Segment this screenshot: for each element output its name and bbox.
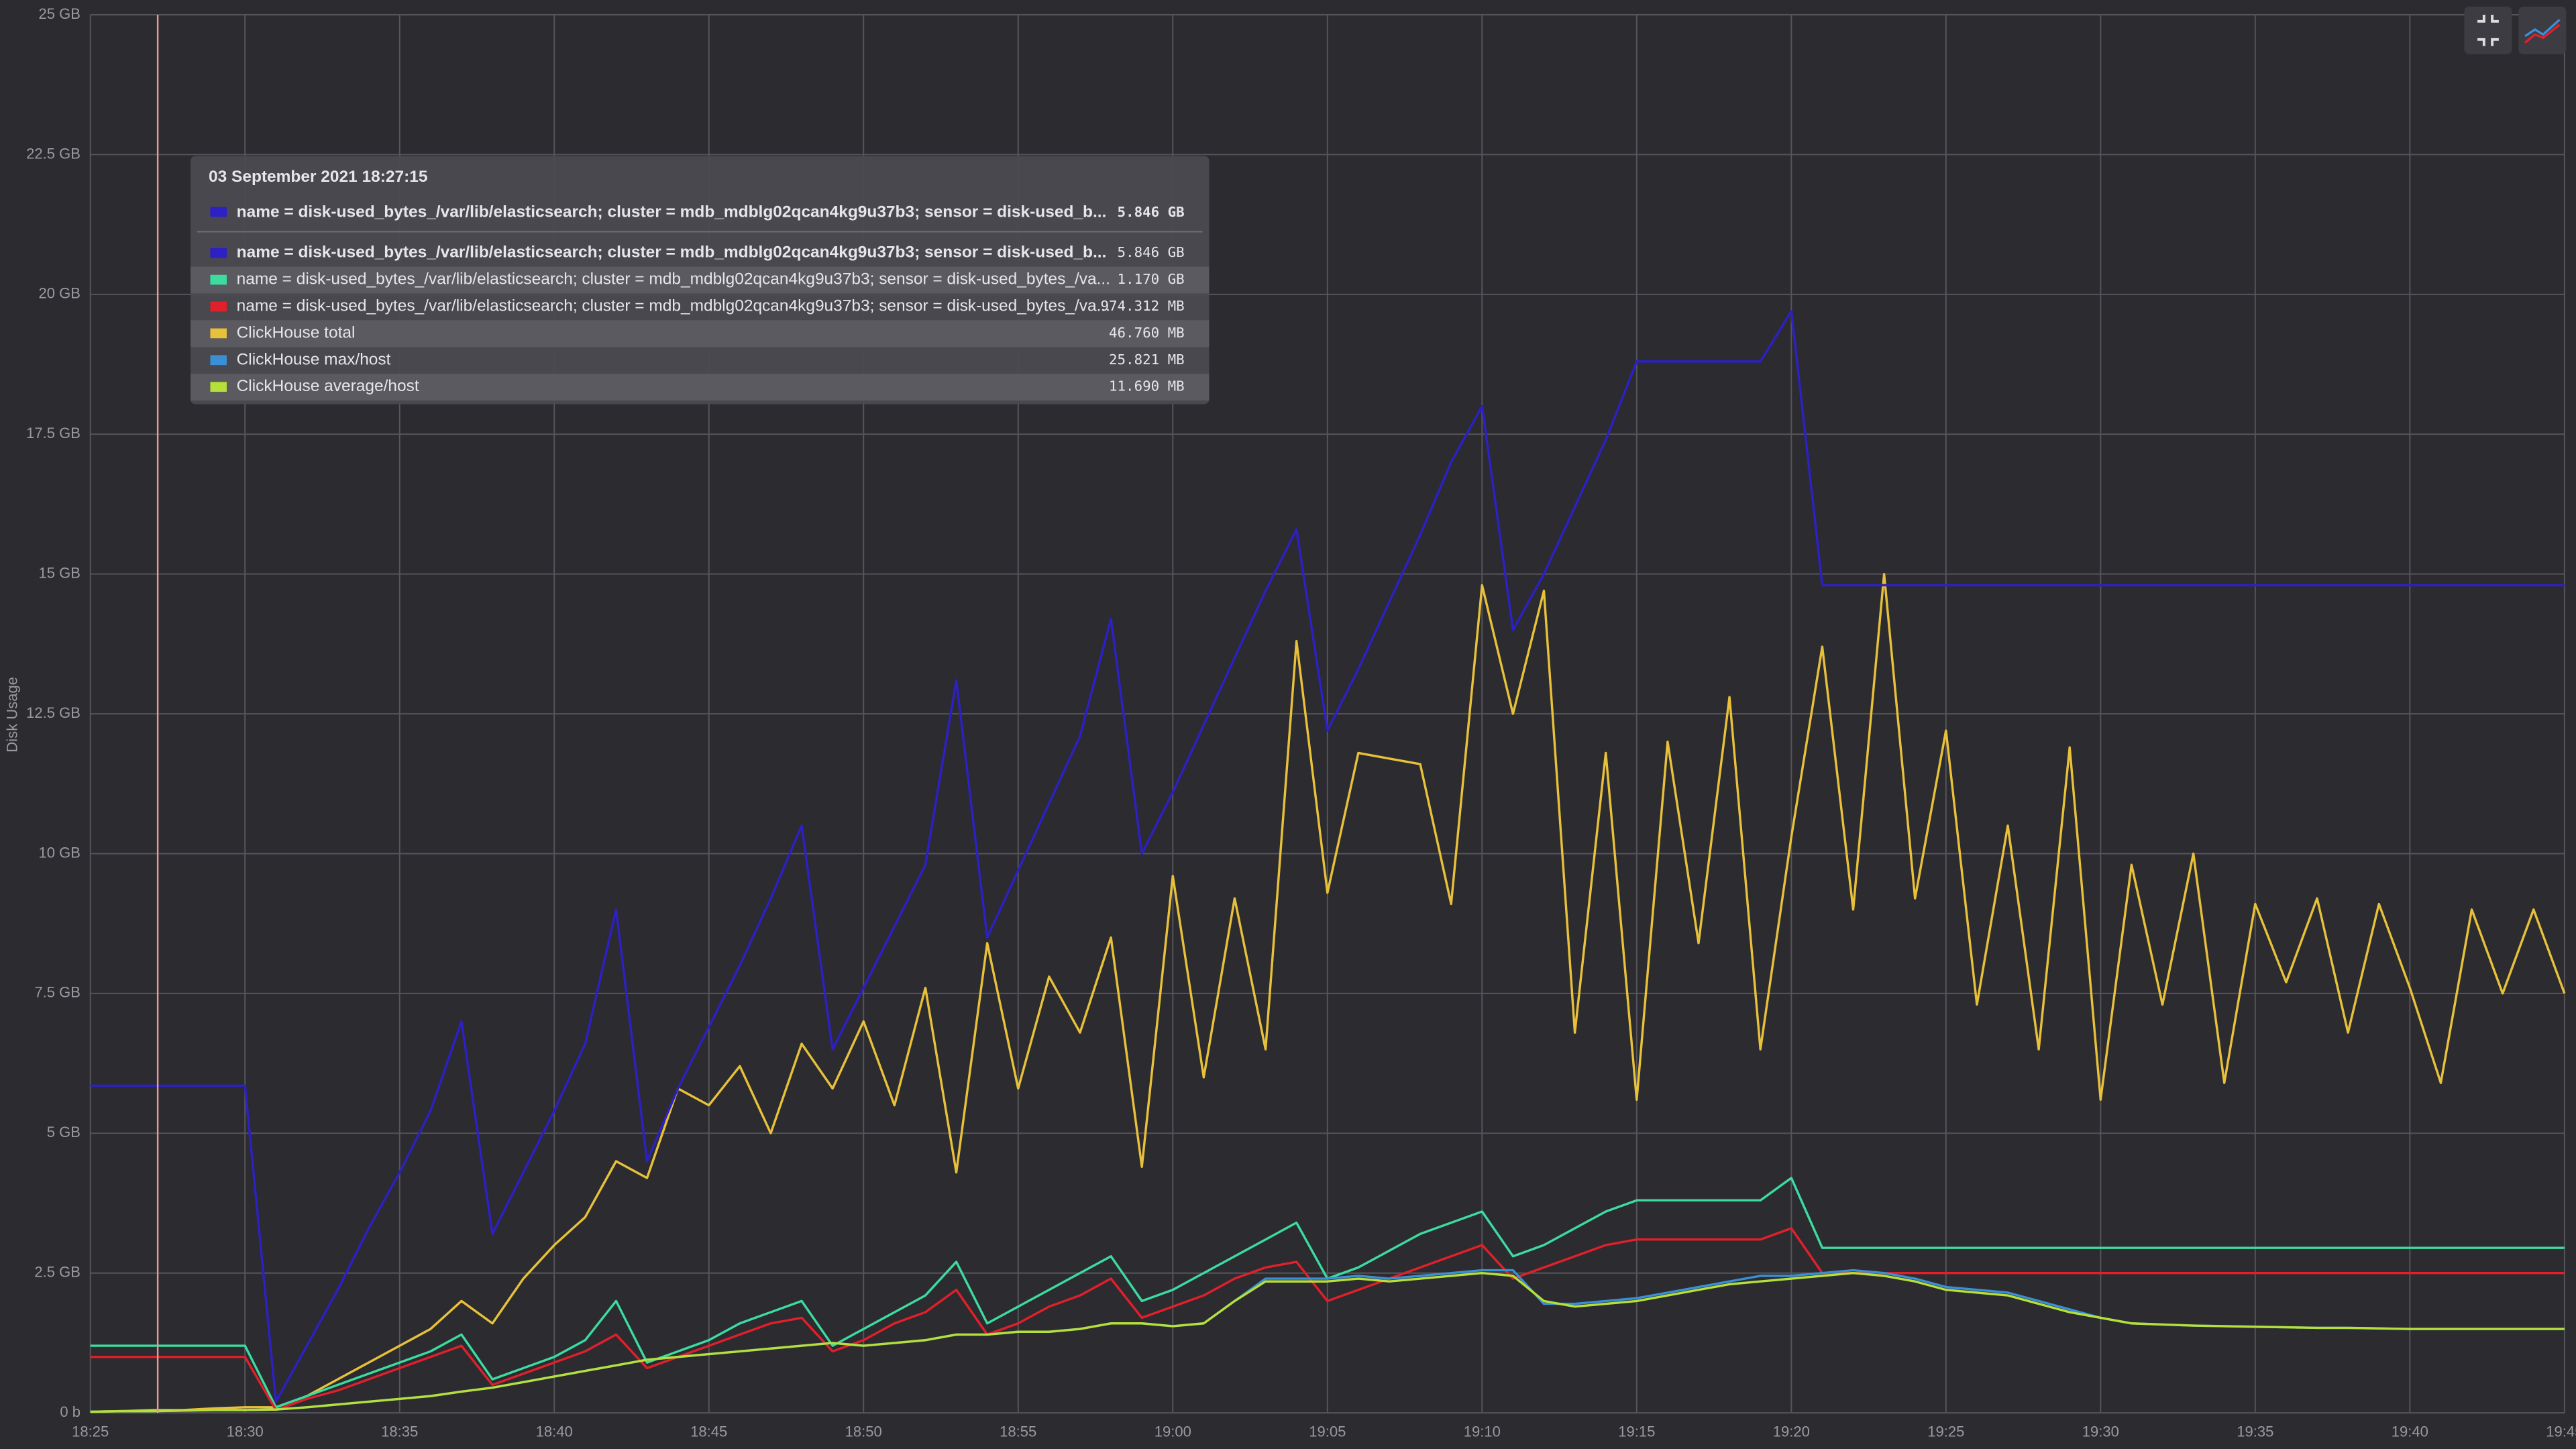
x-tick-label: 18:30 xyxy=(227,1423,264,1440)
collapse-icon xyxy=(2477,15,2499,46)
tooltip-row-bg xyxy=(191,374,1210,401)
x-tick-label: 19:45 xyxy=(2546,1423,2576,1440)
x-tick-label: 19:10 xyxy=(1464,1423,1501,1440)
tooltip: 03 September 2021 18:27:15 name = disk-u… xyxy=(191,156,1210,405)
y-tick-label: 25 GB xyxy=(39,5,80,22)
tooltip-value: 25.821 MB xyxy=(1109,352,1185,368)
chart-icon xyxy=(2524,23,2561,44)
tooltip-swatch xyxy=(210,355,227,366)
tooltip-label: ClickHouse average/host xyxy=(237,377,419,395)
y-tick-label: 22.5 GB xyxy=(26,145,80,162)
tooltip-label: name = disk-used_bytes_/var/lib/elastics… xyxy=(237,270,1110,288)
y-tick-label: 17.5 GB xyxy=(26,425,80,441)
tooltip-row-bg xyxy=(191,266,1210,294)
series-line xyxy=(90,1272,2565,1413)
y-tick-label: 10 GB xyxy=(39,844,80,861)
chart-icon xyxy=(2524,19,2561,38)
x-tick-label: 18:55 xyxy=(1000,1423,1036,1440)
x-tick-label: 19:05 xyxy=(1309,1423,1346,1440)
y-axis-label: Disk Usage xyxy=(3,677,20,753)
x-tick-label: 19:00 xyxy=(1155,1423,1191,1440)
x-tick-label: 19:40 xyxy=(2392,1423,2428,1440)
series-line xyxy=(90,1227,2565,1411)
x-tick-label: 19:30 xyxy=(2082,1423,2119,1440)
y-tick-label: 20 GB xyxy=(39,285,80,302)
tooltip-swatch xyxy=(210,248,227,258)
tooltip-label: ClickHouse total xyxy=(237,323,356,341)
y-tick-label: 7.5 GB xyxy=(34,984,80,1001)
x-tick-label: 19:15 xyxy=(1618,1423,1655,1440)
chart-type-button[interactable] xyxy=(2518,6,2567,54)
x-tick-label: 18:40 xyxy=(536,1423,573,1440)
tooltip-row-bg xyxy=(191,320,1210,347)
y-tick-label: 5 GB xyxy=(47,1124,80,1140)
tooltip-value: 5.846 GB xyxy=(1118,204,1185,220)
y-tick-label: 0 b xyxy=(60,1403,80,1420)
x-tick-label: 18:25 xyxy=(72,1423,109,1440)
tooltip-value: 5.846 GB xyxy=(1118,244,1185,260)
tooltip-label: ClickHouse max/host xyxy=(237,350,391,368)
tooltip-swatch xyxy=(210,382,227,392)
series-line xyxy=(90,310,2565,1403)
collapse-button[interactable] xyxy=(2464,6,2512,54)
tooltip-swatch xyxy=(210,207,227,217)
tooltip-swatch xyxy=(210,328,227,339)
tooltip-swatch xyxy=(210,274,227,285)
tooltip-value: 1.170 GB xyxy=(1118,271,1185,287)
tooltip-label: name = disk-used_bytes_/var/lib/elastics… xyxy=(237,203,1107,221)
y-tick-label: 12.5 GB xyxy=(26,704,80,721)
tooltip-swatch xyxy=(210,301,227,312)
tooltip-value: 46.760 MB xyxy=(1109,325,1185,341)
series-line xyxy=(90,572,2566,1413)
y-tick-label: 15 GB xyxy=(39,565,80,582)
x-tick-label: 19:35 xyxy=(2237,1423,2273,1440)
tooltip-label: name = disk-used_bytes_/var/lib/elastics… xyxy=(237,244,1107,262)
tooltip-title: 03 September 2021 18:27:15 xyxy=(209,168,427,186)
y-tick-label: 2.5 GB xyxy=(34,1264,80,1281)
tooltip-value: 974.312 MB xyxy=(1100,298,1184,314)
x-tick-label: 18:45 xyxy=(690,1423,727,1440)
x-tick-label: 19:20 xyxy=(1773,1423,1810,1440)
tooltip-label: name = disk-used_bytes_/var/lib/elastics… xyxy=(237,297,1110,315)
toolbar xyxy=(2464,6,2567,54)
x-tick-label: 18:35 xyxy=(381,1423,418,1440)
tooltip-value: 11.690 MB xyxy=(1109,378,1185,394)
x-tick-label: 18:50 xyxy=(845,1423,882,1440)
x-tick-label: 19:25 xyxy=(1927,1423,1964,1440)
